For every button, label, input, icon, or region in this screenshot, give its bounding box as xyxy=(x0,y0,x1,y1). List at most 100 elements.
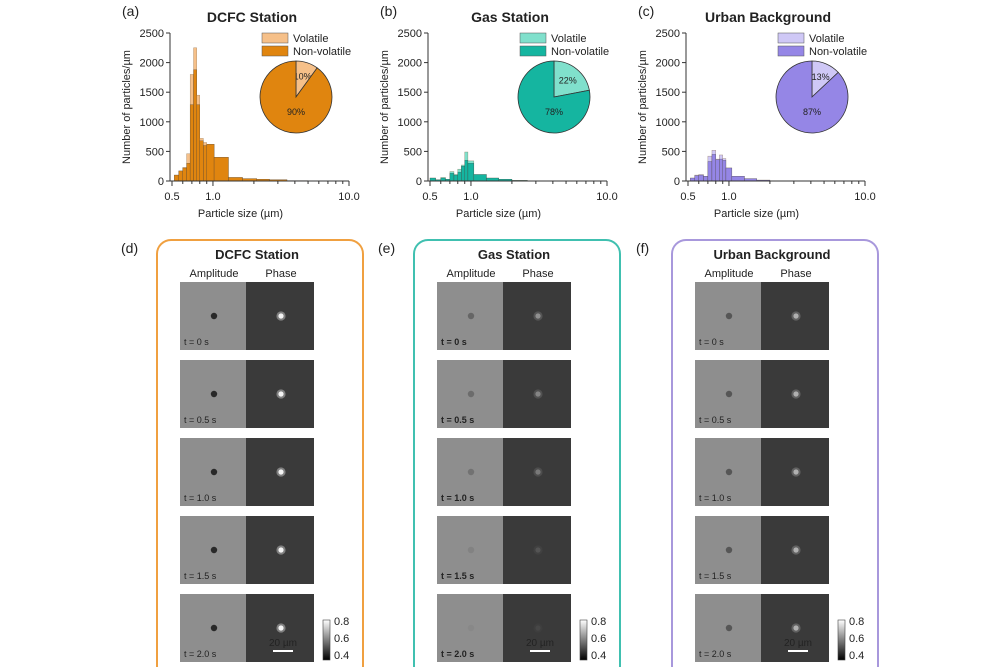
legend-swatch-nonvolatile xyxy=(520,46,546,56)
image-row: t = 2.0 s xyxy=(180,594,314,662)
time-label: t = 0 s xyxy=(699,337,724,347)
y-tick-label: 1500 xyxy=(656,87,680,99)
phase-particle-spot xyxy=(278,391,283,396)
bar-nonvolatile xyxy=(461,166,464,181)
bar-nonvolatile xyxy=(465,160,468,181)
time-label: t = 1.5 s xyxy=(184,571,217,581)
time-label: t = 0 s xyxy=(184,337,209,347)
pie-slice-nonvolatile xyxy=(260,61,332,133)
bar-nonvolatile xyxy=(695,176,699,181)
panel-title: Urban Background xyxy=(713,247,830,262)
column-header-amplitude: Amplitude xyxy=(705,268,754,280)
colorbar-tick-label: 0.4 xyxy=(334,650,349,662)
panel-label: (a) xyxy=(122,3,139,19)
x-axis-label: Particle size (µm) xyxy=(456,208,541,220)
bar-nonvolatile xyxy=(716,160,720,181)
column-header-amplitude: Amplitude xyxy=(190,268,239,280)
column-header-phase: Phase xyxy=(265,268,296,280)
panel-title: DCFC Station xyxy=(215,247,299,262)
x-tick-label: 0.5 xyxy=(164,191,179,203)
bar-nonvolatile xyxy=(450,173,454,181)
y-tick-label: 1500 xyxy=(140,87,164,99)
pie-label: 90% xyxy=(287,107,305,117)
scale-bar-label: 20 µm xyxy=(784,638,812,649)
phase-particle-spot xyxy=(793,469,798,474)
panel-label: (c) xyxy=(638,3,654,19)
bar-nonvolatile xyxy=(704,176,708,181)
colorbar-tick-label: 0.6 xyxy=(591,633,606,645)
colorbar-tick-label: 0.8 xyxy=(849,616,864,628)
y-axis-label: Number of particles/µm xyxy=(379,50,391,164)
amplitude-particle-spot xyxy=(211,313,217,319)
bar-nonvolatile xyxy=(699,175,704,181)
time-label: t = 0.5 s xyxy=(184,415,217,425)
x-tick-label: 10.0 xyxy=(338,191,359,203)
bar-nonvolatile xyxy=(726,168,732,181)
time-label: t = 2.0 s xyxy=(441,649,474,659)
x-tick-label: 0.5 xyxy=(680,191,695,203)
bar-nonvolatile xyxy=(228,177,242,181)
image-row: t = 2.0 s xyxy=(695,594,829,662)
colorbar xyxy=(323,620,330,660)
time-label: t = 0 s xyxy=(441,337,467,347)
y-tick-label: 2500 xyxy=(140,28,164,40)
bar-nonvolatile xyxy=(454,175,458,181)
bar-nonvolatile xyxy=(719,159,722,181)
bar-nonvolatile xyxy=(732,176,745,181)
y-tick-label: 2500 xyxy=(398,28,422,40)
pie-label: 87% xyxy=(803,107,821,117)
time-label: t = 2.0 s xyxy=(184,649,217,659)
bar-nonvolatile xyxy=(458,172,462,181)
bar-nonvolatile xyxy=(214,157,228,181)
bar-nonvolatile xyxy=(183,168,187,181)
chart-title: DCFC Station xyxy=(207,9,297,25)
y-tick-label: 1000 xyxy=(398,117,422,129)
image-panel-1: (d) DCFC Station Amplitude Phase t = 0 s t = … xyxy=(121,240,363,667)
legend-label-volatile: Volatile xyxy=(809,33,844,45)
image-row: t = 1.0 s xyxy=(437,438,571,506)
panel-label: (d) xyxy=(121,240,138,256)
phase-particle-spot xyxy=(535,625,540,630)
pie-label: 78% xyxy=(545,107,563,117)
bar-nonvolatile xyxy=(179,171,183,181)
phase-particle-spot xyxy=(278,625,283,630)
y-axis-label: Number of particles/µm xyxy=(637,50,649,164)
x-tick-label: 10.0 xyxy=(596,191,617,203)
y-tick-label: 1000 xyxy=(140,117,164,129)
phase-particle-spot xyxy=(535,469,540,474)
amplitude-particle-spot xyxy=(211,547,217,553)
phase-particle-spot xyxy=(535,313,540,318)
phase-particle-spot xyxy=(535,547,540,552)
bar-nonvolatile xyxy=(474,174,487,181)
colorbar-tick-label: 0.8 xyxy=(591,616,606,628)
chart-3: (c)Urban Background050010001500200025000… xyxy=(637,3,876,220)
legend-swatch-nonvolatile xyxy=(778,46,804,56)
panel-label: (b) xyxy=(380,3,397,19)
bar-nonvolatile xyxy=(200,141,204,181)
phase-particle-spot xyxy=(278,547,283,552)
phase-particle-spot xyxy=(793,313,798,318)
amplitude-particle-spot xyxy=(726,391,732,397)
y-tick-label: 0 xyxy=(674,176,680,188)
phase-particle-spot xyxy=(793,625,798,630)
colorbar-tick-label: 0.8 xyxy=(334,616,349,628)
time-label: t = 0.5 s xyxy=(699,415,732,425)
amplitude-particle-spot xyxy=(468,625,474,631)
time-label: t = 1.5 s xyxy=(699,571,732,581)
legend-label-nonvolatile: Non-volatile xyxy=(551,46,609,58)
amplitude-particle-spot xyxy=(468,391,474,397)
chart-title: Gas Station xyxy=(471,9,549,25)
image-row: t = 1.0 s xyxy=(180,438,314,506)
image-row: t = 1.5 s xyxy=(695,516,829,584)
panel-label: (f) xyxy=(636,240,649,256)
image-row: t = 0.5 s xyxy=(437,360,571,428)
x-tick-label: 1.0 xyxy=(205,191,220,203)
bar-nonvolatile xyxy=(197,105,200,181)
panel-title: Gas Station xyxy=(478,247,550,262)
y-tick-label: 500 xyxy=(662,146,680,158)
y-tick-label: 0 xyxy=(158,176,164,188)
phase-particle-spot xyxy=(793,391,798,396)
